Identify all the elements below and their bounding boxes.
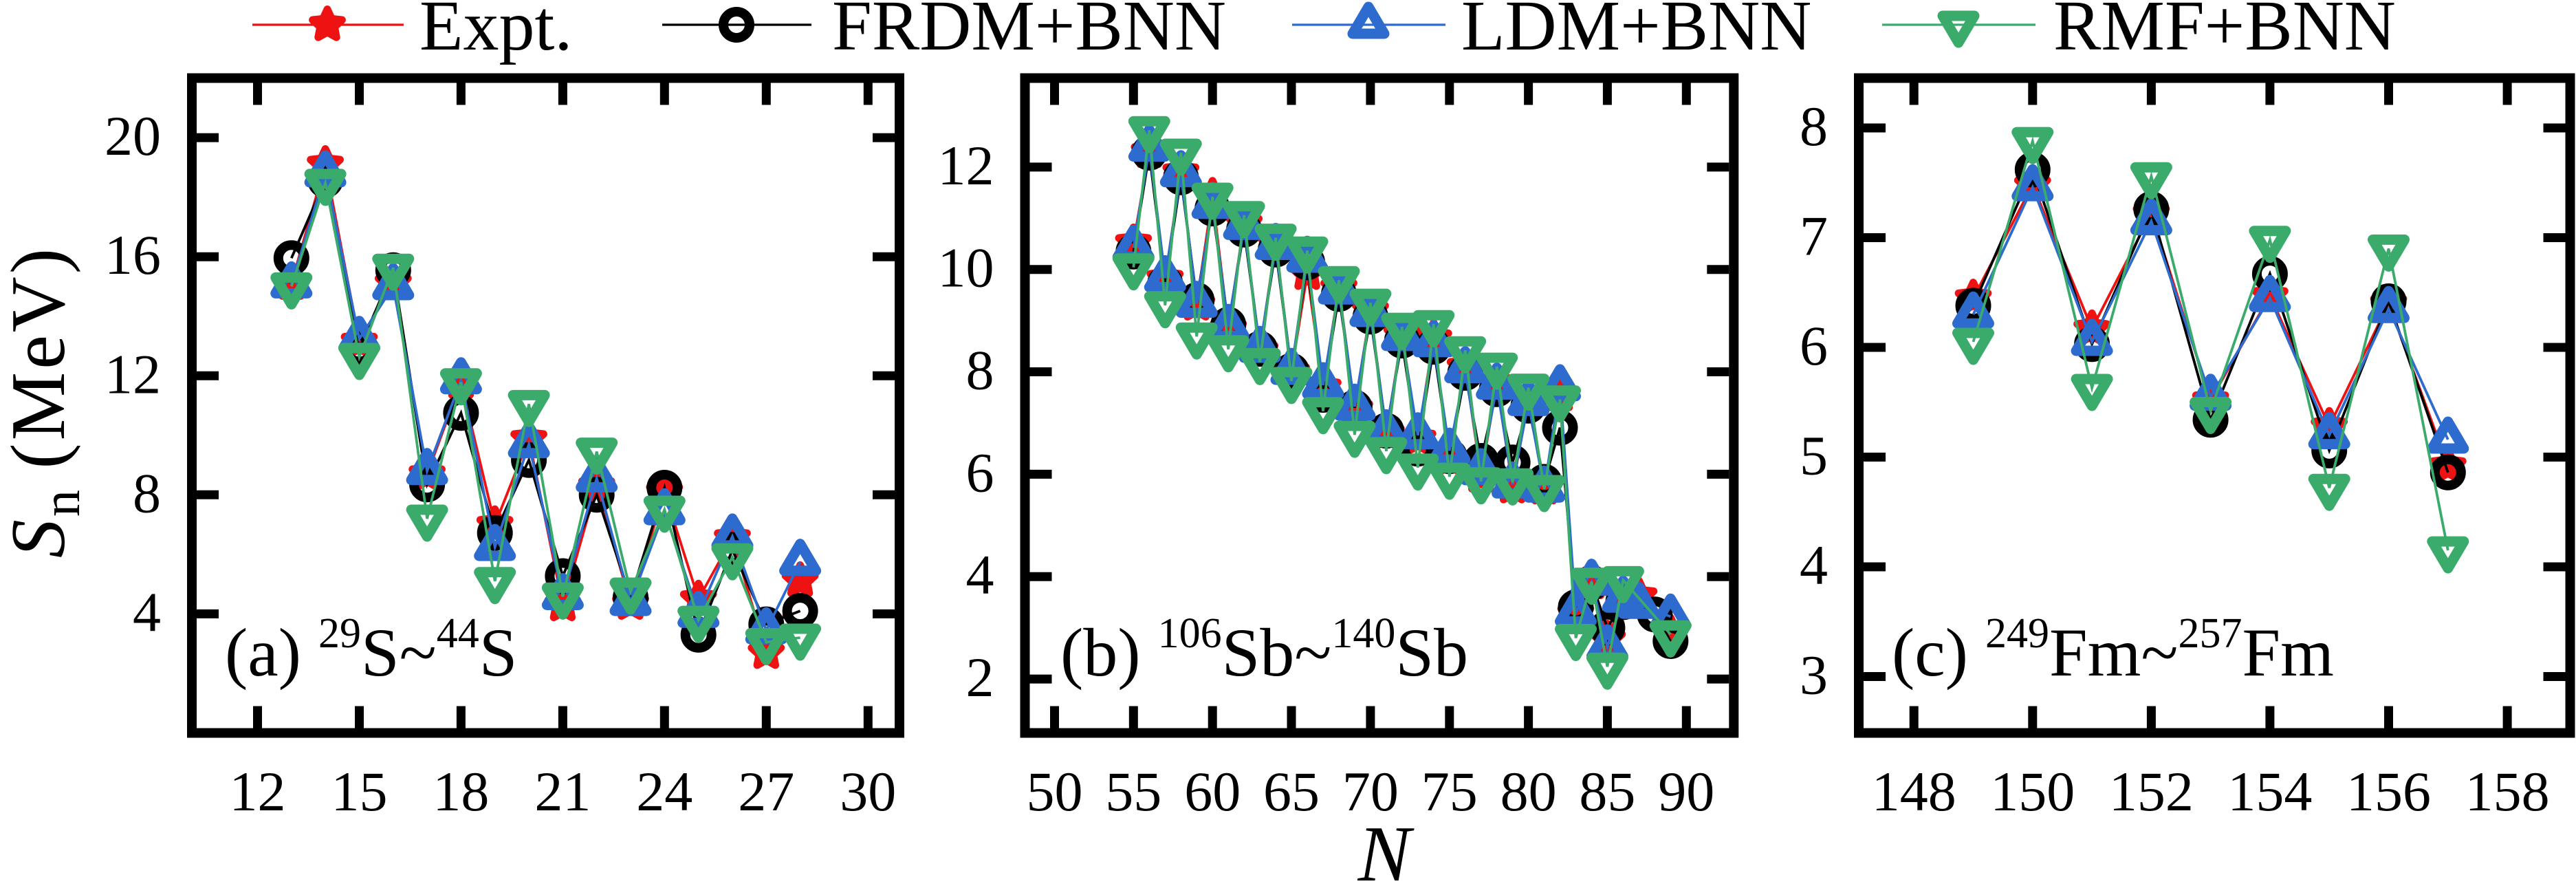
- svg-text:4: 4: [966, 543, 994, 606]
- svg-text:158: 158: [2465, 760, 2550, 823]
- svg-text:LDM+BNN: LDM+BNN: [1461, 0, 1811, 65]
- svg-text:152: 152: [2109, 760, 2194, 823]
- svg-text:150: 150: [1990, 760, 2075, 823]
- svg-text:5: 5: [1800, 424, 1828, 487]
- svg-text:90: 90: [1658, 760, 1714, 823]
- svg-text:50: 50: [1027, 760, 1083, 823]
- svg-text:12: 12: [230, 760, 286, 823]
- svg-text:Sn (MeV): Sn (MeV): [0, 246, 91, 558]
- svg-text:(b) 106Sb~140Sb: (b) 106Sb~140Sb: [1060, 610, 1468, 691]
- svg-text:20: 20: [105, 105, 161, 167]
- svg-text:12: 12: [938, 134, 994, 197]
- svg-text:16: 16: [105, 224, 161, 286]
- svg-text:Expt.: Expt.: [419, 0, 572, 65]
- svg-text:24: 24: [636, 760, 692, 823]
- svg-text:8: 8: [966, 339, 994, 402]
- svg-text:65: 65: [1263, 760, 1320, 823]
- svg-text:30: 30: [840, 760, 896, 823]
- svg-text:N: N: [1357, 810, 1415, 883]
- svg-text:27: 27: [738, 760, 794, 823]
- svg-text:154: 154: [2227, 760, 2312, 823]
- svg-text:75: 75: [1421, 760, 1478, 823]
- svg-text:2: 2: [966, 646, 994, 709]
- svg-text:15: 15: [331, 760, 388, 823]
- svg-text:148: 148: [1872, 760, 1956, 823]
- svg-text:4: 4: [133, 581, 161, 643]
- svg-text:156: 156: [2346, 760, 2431, 823]
- svg-text:8: 8: [1800, 95, 1828, 158]
- svg-text:3: 3: [1800, 644, 1828, 706]
- svg-text:(c) 249Fm~257Fm: (c) 249Fm~257Fm: [1892, 610, 2334, 691]
- svg-text:7: 7: [1800, 205, 1828, 268]
- svg-text:4: 4: [1800, 534, 1828, 596]
- svg-text:RMF+BNN: RMF+BNN: [2053, 0, 2396, 65]
- svg-text:FRDM+BNN: FRDM+BNN: [832, 0, 1226, 65]
- svg-text:8: 8: [133, 462, 161, 524]
- svg-text:70: 70: [1342, 760, 1399, 823]
- svg-text:12: 12: [105, 343, 161, 405]
- svg-text:85: 85: [1579, 760, 1635, 823]
- svg-text:80: 80: [1500, 760, 1557, 823]
- svg-text:6: 6: [966, 441, 994, 504]
- svg-text:6: 6: [1800, 314, 1828, 377]
- svg-text:60: 60: [1184, 760, 1241, 823]
- svg-text:10: 10: [938, 237, 994, 299]
- svg-text:(a) 29S~44S: (a) 29S~44S: [225, 610, 517, 691]
- svg-text:55: 55: [1105, 760, 1161, 823]
- svg-text:18: 18: [433, 760, 489, 823]
- svg-text:21: 21: [534, 760, 591, 823]
